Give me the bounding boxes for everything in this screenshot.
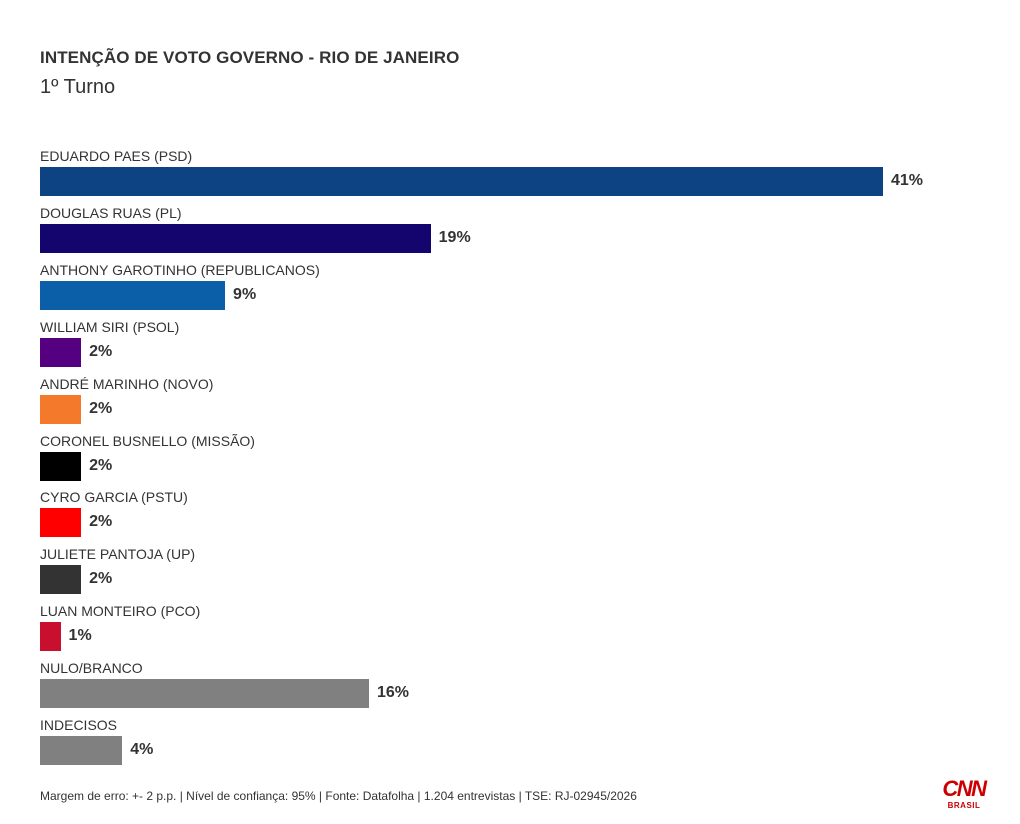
bar-value-label: 19% <box>438 228 471 246</box>
bar-row: WILLIAM SIRI (PSOL) 2% <box>40 319 980 375</box>
bar <box>40 736 123 765</box>
bar-label: ANTHONY GAROTINHO (REPUBLICANOS) <box>40 261 320 278</box>
logo-subtext: BRASIL <box>947 801 981 810</box>
bar <box>40 337 82 367</box>
bar <box>40 394 82 424</box>
bar <box>40 622 61 652</box>
bar <box>40 280 226 310</box>
bar-value-label: 2% <box>89 399 113 417</box>
bar-row: DOUGLAS RUAS (PL) 19% <box>40 205 980 261</box>
bar <box>40 167 883 196</box>
bar-value-label: 16% <box>376 684 409 702</box>
bar-value-label: 2% <box>89 513 113 531</box>
bar-value-label: 2% <box>89 456 113 474</box>
bar-value-label: 4% <box>130 741 154 758</box>
bar <box>40 679 369 709</box>
bar <box>40 565 82 595</box>
bar-row: JULIETE PANTOJA (UP) 2% <box>40 546 980 602</box>
bar-row: INDECISOS 4% <box>40 717 980 773</box>
cnn-brasil-logo: CNN BRASIL <box>940 778 988 812</box>
bar-label: DOUGLAS RUAS (PL) <box>40 204 182 221</box>
footer-source-note: Margem de erro: +- 2 p.p. | Nível de con… <box>40 789 637 803</box>
bar-label: ANDRÉ MARINHO (NOVO) <box>40 375 214 392</box>
bar-label: JULIETE PANTOJA (UP) <box>40 546 196 563</box>
bar-row: EDUARDO PAES (PSD) 41% <box>40 148 980 204</box>
bar-row: LUAN MONTEIRO (PCO) 1% <box>40 603 980 659</box>
bar-value-label: 9% <box>233 285 257 303</box>
bar-row: ANTHONY GAROTINHO (REPUBLICANOS) 9% <box>40 262 980 318</box>
chart-subtitle: 1º Turno <box>40 76 116 98</box>
bar <box>40 508 82 538</box>
bar-row: NULO/BRANCO 16% <box>40 660 980 716</box>
bar-value-label: 2% <box>89 342 113 360</box>
bar-label: WILLIAM SIRI (PSOL) <box>40 318 180 335</box>
chart-title: INTENÇÃO DE VOTO GOVERNO - RIO DE JANEIR… <box>40 48 460 67</box>
bar-row: CYRO GARCIA (PSTU) 2% <box>40 489 980 545</box>
bar-label: INDECISOS <box>40 717 118 733</box>
bar-label: CYRO GARCIA (PSTU) <box>40 489 188 506</box>
logo-text: CNN <box>942 776 987 801</box>
bar <box>40 451 82 481</box>
bar-label: NULO/BRANCO <box>40 660 143 677</box>
bar-row: ANDRÉ MARINHO (NOVO) 2% <box>40 376 980 432</box>
bar-row: CORONEL BUSNELLO (MISSÃO) 2% <box>40 433 980 489</box>
bar <box>40 223 431 253</box>
bar-value-label: 2% <box>89 570 113 588</box>
bar-label: LUAN MONTEIRO (PCO) <box>40 603 201 620</box>
bar-label: CORONEL BUSNELLO (MISSÃO) <box>40 432 255 449</box>
bar-value-label: 41% <box>891 172 924 189</box>
bar-value-label: 1% <box>68 627 92 645</box>
bar-label: EDUARDO PAES (PSD) <box>40 148 193 164</box>
